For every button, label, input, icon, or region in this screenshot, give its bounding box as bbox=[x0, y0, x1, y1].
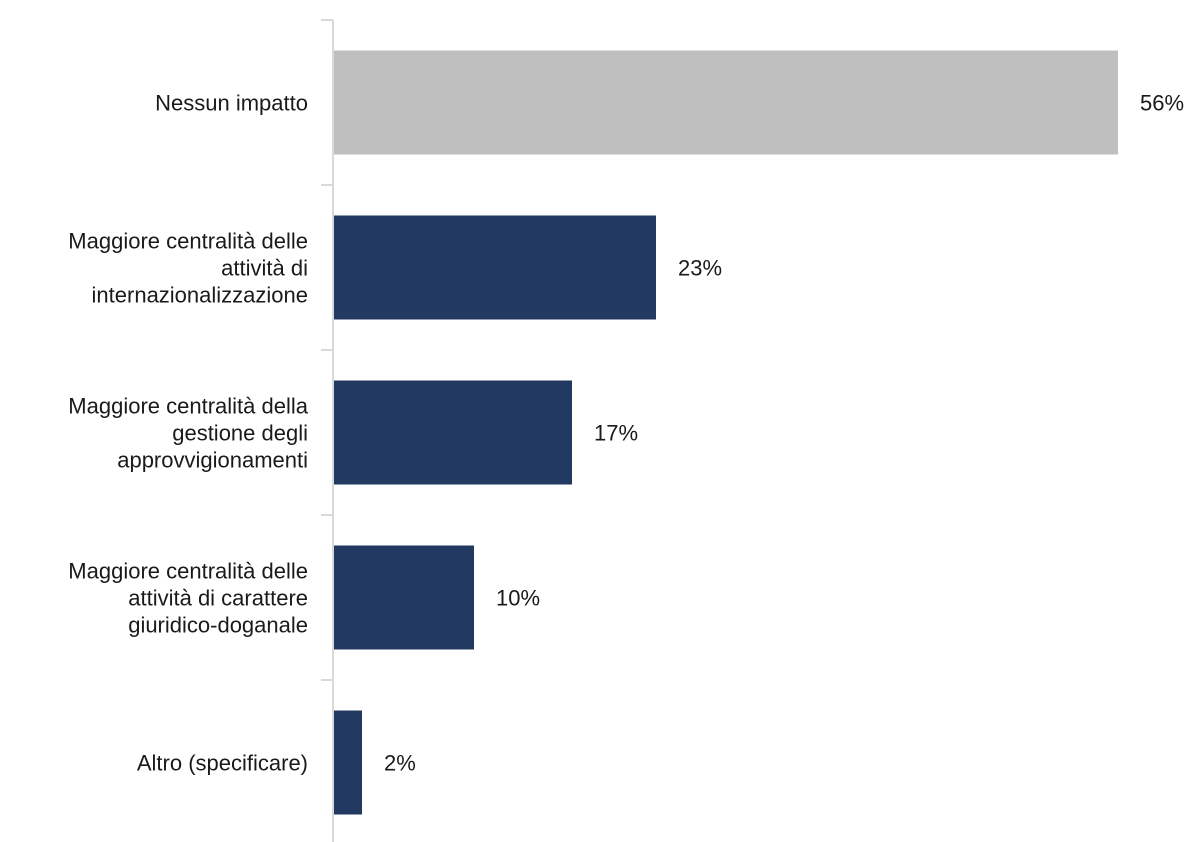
category-label-line: approvvigionamenti bbox=[117, 448, 308, 473]
value-label-0: 56% bbox=[1140, 91, 1184, 116]
category-label-line: gestione degli bbox=[172, 421, 308, 446]
value-label-2: 17% bbox=[594, 421, 638, 446]
category-label-line: Maggiore centralità delle bbox=[68, 559, 308, 584]
category-label-line: attività di bbox=[221, 256, 308, 281]
bar-0 bbox=[334, 50, 1118, 155]
bar-3 bbox=[334, 545, 474, 650]
bar-1 bbox=[334, 215, 656, 320]
category-label-2: Maggiore centralità della gestione degli a… bbox=[68, 394, 308, 473]
bar-4 bbox=[334, 710, 362, 815]
value-label-4: 2% bbox=[384, 751, 416, 776]
category-label-line: internazionalizzazione bbox=[92, 283, 308, 308]
category-label-0: Nessun impatto bbox=[155, 91, 308, 116]
bar-2 bbox=[334, 380, 572, 485]
category-label-3: Maggiore centralità delle attività di car… bbox=[68, 559, 308, 638]
category-label-line: attività di carattere bbox=[128, 586, 308, 611]
category-label-line: Nessun impatto bbox=[155, 91, 308, 116]
category-label-line: giuridico-doganale bbox=[128, 613, 308, 638]
value-label-1: 23% bbox=[678, 256, 722, 281]
category-label-line: Altro (specificare) bbox=[137, 751, 308, 776]
category-label-4: Altro (specificare) bbox=[137, 751, 308, 776]
category-label-line: Maggiore centralità della bbox=[68, 394, 308, 419]
category-label-1: Maggiore centralità delle attività di inte… bbox=[68, 229, 308, 308]
category-label-line: Maggiore centralità delle bbox=[68, 229, 308, 254]
value-label-3: 10% bbox=[496, 586, 540, 611]
